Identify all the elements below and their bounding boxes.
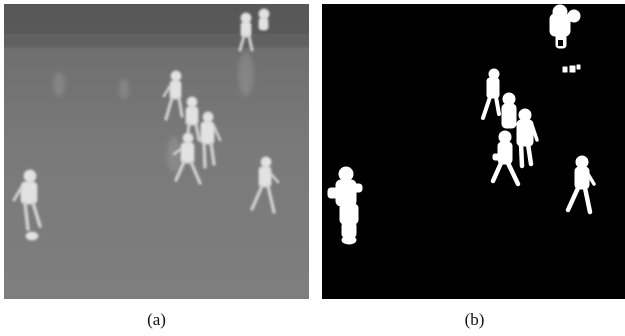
thermal-image bbox=[4, 4, 309, 299]
panel-a-caption: (a) bbox=[4, 310, 309, 330]
mask-background bbox=[322, 4, 625, 299]
thermal-background bbox=[4, 4, 309, 299]
segmentation-mask bbox=[322, 4, 625, 299]
thermal-image-panel bbox=[4, 4, 309, 299]
segmentation-mask-panel bbox=[322, 4, 625, 299]
panel-b-caption: (b) bbox=[322, 310, 625, 330]
